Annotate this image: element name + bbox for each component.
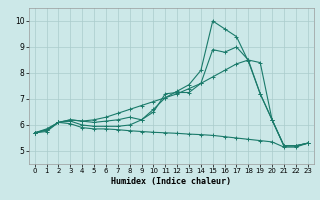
X-axis label: Humidex (Indice chaleur): Humidex (Indice chaleur) bbox=[111, 177, 231, 186]
